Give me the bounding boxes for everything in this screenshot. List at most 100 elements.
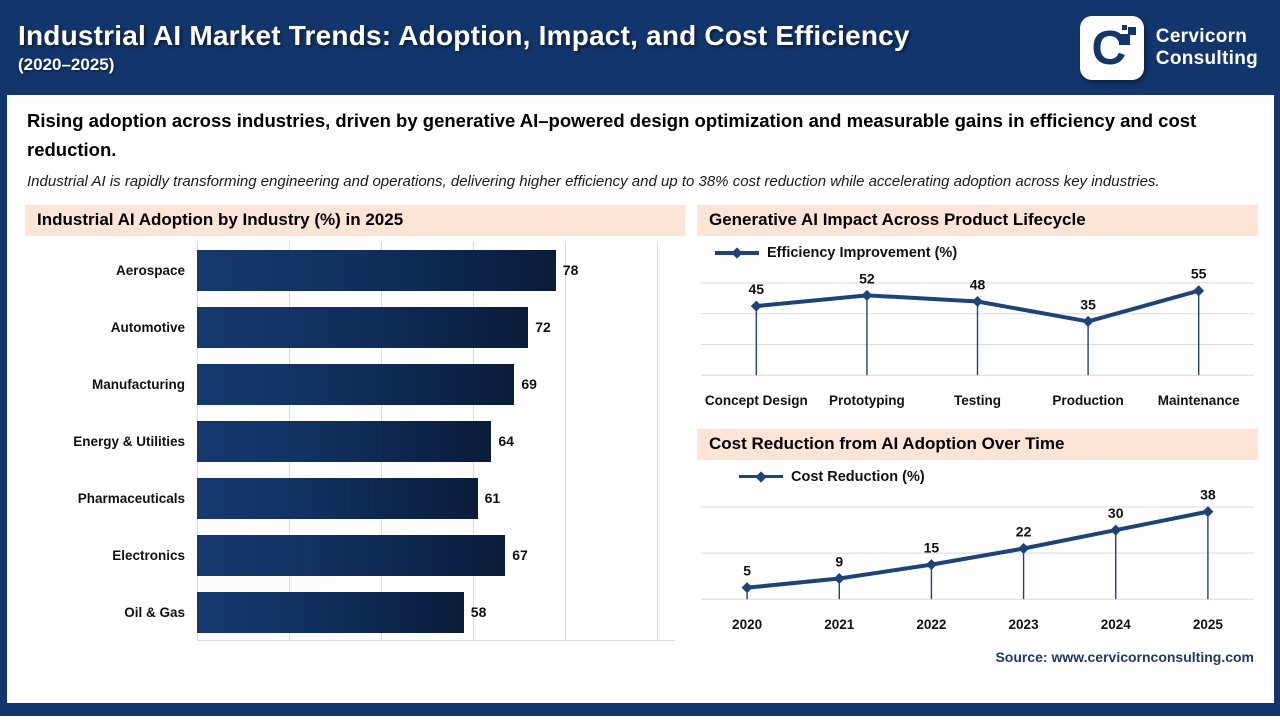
right-column: Generative AI Impact Across Product Life… — [697, 205, 1258, 665]
panel-cost: Cost Reduction from AI Adoption Over Tim… — [697, 429, 1258, 639]
svg-text:Concept Design: Concept Design — [705, 393, 808, 408]
logo-square-icon — [1127, 26, 1136, 35]
panel-adoption: Industrial AI Adoption by Industry (%) i… — [25, 205, 685, 665]
legend-line-marker-icon — [715, 251, 759, 255]
svg-text:5: 5 — [743, 562, 751, 578]
legend-efficiency: Efficiency Improvement (%) — [715, 245, 1258, 261]
bar-track: 64 — [197, 412, 679, 470]
svg-text:52: 52 — [859, 270, 875, 286]
logo-letter: C — [1091, 21, 1127, 75]
panel-title-cost: Cost Reduction from AI Adoption Over Tim… — [697, 429, 1258, 460]
bar-track: 78 — [197, 241, 679, 299]
bar-track: 61 — [197, 469, 679, 527]
panel-title-lifecycle: Generative AI Impact Across Product Life… — [697, 205, 1258, 236]
legend-label: Efficiency Improvement (%) — [767, 244, 958, 261]
svg-text:Prototyping: Prototyping — [829, 393, 905, 408]
panel-lifecycle: Generative AI Impact Across Product Life… — [697, 205, 1258, 415]
bar-category-label: Pharmaceuticals — [77, 490, 185, 506]
legend-cost: Cost Reduction (%) — [739, 469, 1258, 485]
header-bar: Industrial AI Market Trends: Adoption, I… — [0, 0, 1280, 95]
bar — [197, 420, 492, 462]
panel-title-adoption: Industrial AI Adoption by Industry (%) i… — [25, 205, 685, 236]
bar — [197, 249, 556, 291]
intro-subtext: Industrial AI is rapidly transforming en… — [27, 173, 1160, 191]
header-titles: Industrial AI Market Trends: Adoption, I… — [18, 20, 910, 75]
svg-text:Production: Production — [1052, 393, 1123, 408]
cost-line-chart: 5 9 15 22 30 38 2020 2021 2022 2023 2024 2025 — [697, 487, 1258, 639]
bar-value-label: 78 — [562, 262, 579, 279]
bar — [197, 306, 529, 348]
x-axis-labels: 2020 2021 2022 2023 2024 2025 — [732, 617, 1223, 632]
charts-grid: Industrial AI Adoption by Industry (%) i… — [19, 205, 1260, 665]
logo-text: Cervicorn Consulting — [1156, 26, 1258, 70]
logo-name-line2: Consulting — [1155, 47, 1258, 69]
drop-lines — [755, 290, 1200, 375]
svg-text:2024: 2024 — [1101, 617, 1132, 632]
bar — [197, 363, 515, 405]
bar-row: Automotive 72 — [25, 298, 679, 356]
bar-category-label: Oil & Gas — [124, 604, 185, 620]
svg-text:2020: 2020 — [732, 617, 762, 632]
page-subtitle: (2020–2025) — [18, 55, 115, 75]
logo-square-icon — [1118, 33, 1130, 45]
line-chart-svg: 5 9 15 22 30 38 2020 2021 2022 2023 2024 2025 — [701, 487, 1254, 632]
svg-text:45: 45 — [749, 281, 765, 297]
x-axis-labels: Concept Design Prototyping Testing Producti… — [705, 393, 1240, 408]
company-logo: C Cervicorn Consulting — [1079, 15, 1258, 80]
footer-bar — [0, 703, 1280, 716]
bar-category-label: Energy & Utilities — [73, 433, 185, 449]
series-line — [746, 509, 1209, 590]
bar-track: 58 — [197, 583, 679, 641]
svg-text:2025: 2025 — [1193, 617, 1224, 632]
footer-margin — [0, 716, 1280, 720]
gridlines — [701, 506, 1254, 600]
bar-row: Manufacturing 69 — [25, 355, 679, 413]
value-labels: 5 9 15 22 30 38 — [743, 487, 1216, 579]
bar — [197, 591, 464, 633]
bar-track: 72 — [197, 298, 679, 356]
legend-line-marker-icon — [739, 474, 783, 479]
svg-text:35: 35 — [1080, 296, 1096, 312]
bar-row: Pharmaceuticals 61 — [25, 469, 679, 527]
bar-track: 69 — [197, 355, 679, 413]
svg-text:Maintenance: Maintenance — [1158, 393, 1240, 408]
svg-text:22: 22 — [1016, 523, 1032, 539]
svg-text:48: 48 — [970, 276, 986, 292]
svg-text:2022: 2022 — [916, 617, 946, 632]
svg-text:55: 55 — [1191, 265, 1207, 281]
bar-value-label: 64 — [498, 433, 514, 450]
bar-row: Electronics 67 — [25, 526, 679, 584]
bar-category-label: Aerospace — [115, 262, 185, 278]
bar-value-label: 67 — [512, 547, 528, 564]
bar — [197, 534, 506, 576]
intro-headline: Rising adoption across industries, drive… — [27, 110, 1197, 160]
logo-name-line1: Cervicorn — [1155, 25, 1248, 47]
bar — [197, 477, 478, 519]
value-labels: 45 52 48 35 55 — [749, 265, 1207, 312]
source-text: Source: www.cervicornconsulting.com — [995, 649, 1254, 665]
page-title: Industrial AI Market Trends: Adoption, I… — [18, 19, 910, 51]
bar-track: 67 — [197, 526, 679, 584]
content-area: Rising adoption across industries, drive… — [0, 95, 1280, 703]
bar-row: Oil & Gas 58 — [25, 583, 679, 641]
legend-label: Cost Reduction (%) — [791, 468, 925, 485]
svg-text:30: 30 — [1108, 505, 1124, 521]
bar-row: Energy & Utilities 64 — [25, 412, 679, 470]
bar-category-label: Electronics — [112, 547, 185, 563]
logo-square-icon — [1121, 24, 1127, 30]
bar-category-label: Automotive — [110, 319, 185, 335]
intro-section: Rising adoption across industries, drive… — [19, 105, 1260, 193]
bar-row: Aerospace 78 — [25, 241, 679, 299]
svg-text:9: 9 — [835, 553, 843, 569]
bar-value-label: 69 — [521, 376, 537, 393]
logo-icon: C — [1079, 15, 1144, 80]
svg-text:2023: 2023 — [1009, 617, 1040, 632]
drop-lines — [746, 511, 1209, 599]
bar-value-label: 58 — [470, 604, 487, 621]
bar-category-label: Manufacturing — [92, 376, 185, 392]
lifecycle-line-chart: 45 52 48 35 55 Concept Design Prototyping Testi… — [697, 263, 1258, 415]
adoption-bar-chart: Aerospace 78 Automotive 72 Manufacturing 69 En… — [25, 241, 685, 641]
line-chart-svg: 45 52 48 35 55 Concept Design Prototyping Testi… — [701, 265, 1254, 408]
svg-text:2021: 2021 — [824, 617, 855, 632]
svg-text:38: 38 — [1200, 487, 1216, 503]
